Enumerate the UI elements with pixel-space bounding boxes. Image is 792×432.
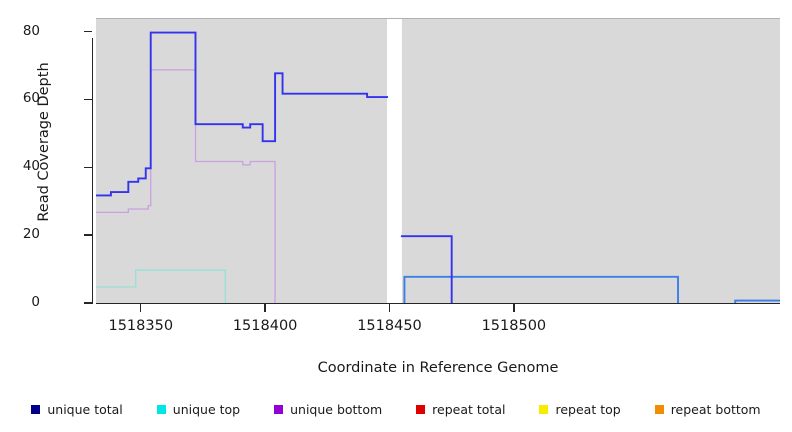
legend-swatch-icon [539,404,549,414]
legend-label: repeat total [432,401,506,417]
y-axis-tick [84,166,92,168]
y-axis-tick-label: 80 [22,22,40,39]
x-axis-tick [140,304,142,312]
legend-item[interactable]: unique bottom [274,402,382,417]
y-axis-tick [84,30,92,33]
series-line [96,69,780,304]
series-line [401,275,780,304]
x-axis-tick-label: 1518450 [357,318,422,334]
series-line [96,269,780,304]
legend-label: repeat bottom [670,401,761,417]
series-line [96,31,780,304]
x-axis-tick [388,304,391,312]
x-axis-line [96,303,780,305]
x-axis-tick-label: 1518350 [108,318,174,334]
y-axis-tick [84,234,92,236]
no-data-gap-overlay [388,19,401,304]
y-axis-tick-label: 20 [22,226,40,243]
legend-swatch-icon [416,404,426,414]
x-axis-tick-label: 1518400 [232,318,298,334]
legend-label: unique bottom [290,401,383,417]
legend-item[interactable]: unique top [156,401,241,417]
x-axis-title: Coordinate in Reference Genome [317,360,559,376]
y-axis-tick-label: 0 [31,294,40,310]
legend-label: repeat top [555,401,621,417]
y-axis-tick [84,302,92,304]
legend-swatch-icon [156,404,166,414]
x-axis-tick [264,304,266,312]
y-axis-line [92,38,94,304]
chart-legend: unique total unique top unique bottom repea… [0,398,792,420]
legend-swatch-icon [654,404,664,414]
legend-swatch-icon [31,404,41,414]
legend-label: unique top [172,401,241,417]
legend-item[interactable]: repeat top [539,401,621,417]
plot-panel [96,18,780,304]
y-axis-tick-label: 40 [22,158,40,175]
x-axis-tick-label: 1518500 [481,318,547,334]
x-axis-tick [513,304,515,312]
legend-item[interactable]: repeat total [416,402,505,417]
legend-label: unique total [47,401,123,417]
legend-item[interactable]: unique total [31,401,123,417]
y-axis-tick [84,98,92,101]
coverage-lines [96,19,780,304]
legend-swatch-icon [274,404,284,414]
y-axis-tick-label: 60 [22,90,40,107]
legend-item[interactable]: repeat bottom [654,401,761,417]
